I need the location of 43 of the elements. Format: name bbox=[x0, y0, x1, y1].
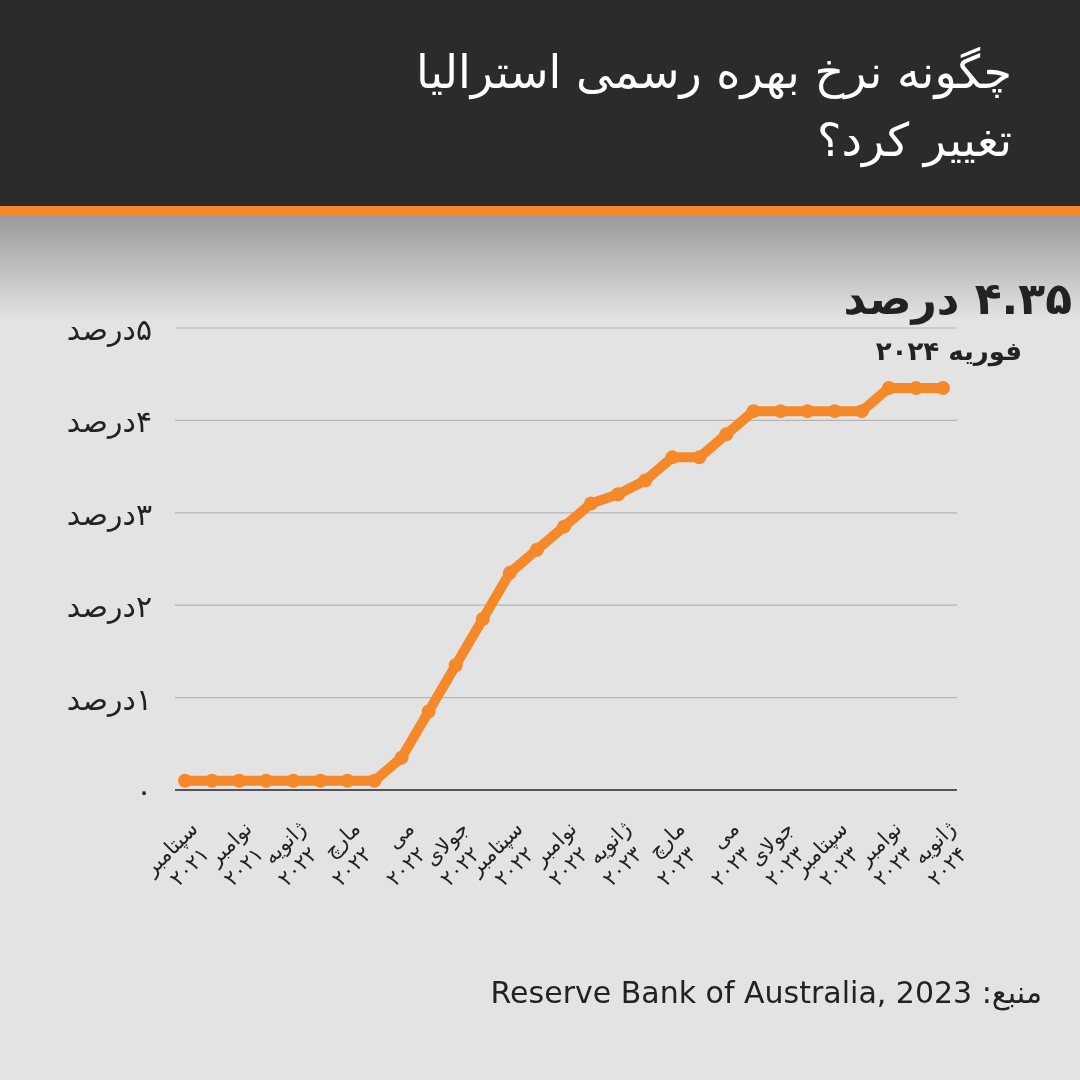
x-tick-label: سپتامبر ۲۰۲۱ bbox=[138, 816, 214, 891]
chart-title: چگونه نرخ بهره رسمی استرالیا تغییر کرد؟ bbox=[416, 45, 1012, 168]
point bbox=[692, 450, 707, 465]
point bbox=[178, 773, 192, 788]
point bbox=[719, 427, 734, 442]
point bbox=[448, 658, 463, 673]
point bbox=[475, 612, 490, 627]
x-tick-label: می ۲۰۲۲ bbox=[381, 816, 431, 891]
x-tick-label: مارچ ۲۰۲۳ bbox=[643, 816, 702, 891]
point bbox=[584, 496, 599, 511]
x-tick-label: مارچ ۲۰۲۲ bbox=[318, 816, 377, 891]
point bbox=[611, 487, 626, 502]
y-tick-label: ۰ bbox=[135, 774, 152, 809]
point bbox=[665, 450, 680, 465]
point bbox=[286, 773, 301, 788]
point bbox=[638, 473, 653, 488]
point bbox=[529, 542, 544, 557]
point bbox=[205, 773, 220, 788]
point bbox=[340, 773, 355, 788]
point bbox=[881, 381, 896, 396]
point bbox=[259, 773, 274, 788]
point bbox=[854, 404, 869, 419]
point bbox=[800, 404, 815, 419]
y-tick-label: ۵درصد bbox=[66, 312, 152, 347]
y-tick-label: ۴درصد bbox=[66, 404, 152, 440]
y-tick-label: ۲درصد bbox=[66, 589, 152, 625]
annotation: فوریه ۲۰۲۴ bbox=[875, 336, 1022, 367]
point bbox=[773, 404, 788, 419]
point bbox=[313, 773, 328, 788]
point bbox=[421, 704, 436, 719]
text: منبع: Reserve Bank of Australia, 2023 bbox=[490, 975, 1042, 1011]
point bbox=[232, 773, 247, 788]
point bbox=[557, 519, 571, 534]
point bbox=[746, 404, 761, 419]
point bbox=[367, 773, 382, 788]
y-tick-label: ۱درصد bbox=[66, 681, 152, 717]
text: ۴.۳۵ درصد bbox=[843, 273, 1072, 325]
x-tick-label: می ۲۰۲۳ bbox=[706, 816, 756, 891]
point bbox=[502, 565, 517, 580]
point bbox=[394, 750, 409, 765]
point bbox=[827, 404, 842, 419]
y-tick-label: ۳درصد bbox=[66, 496, 152, 532]
point bbox=[936, 381, 950, 396]
